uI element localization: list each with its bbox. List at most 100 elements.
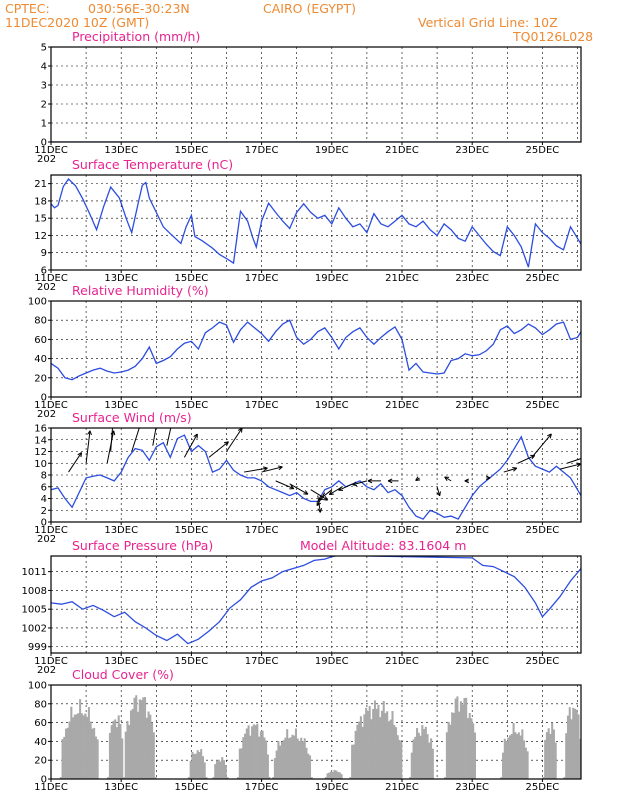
panel-title: Cloud Cover (%)	[72, 667, 174, 682]
cloud-bar	[63, 736, 66, 779]
y-tick-label: 0	[41, 138, 47, 149]
wind-arrow-head	[278, 466, 283, 471]
y-tick-label: 0	[41, 393, 47, 404]
x-tick-label: 25DEC	[526, 400, 560, 411]
cloud-bar	[372, 708, 375, 779]
wind-arrow-head	[436, 492, 441, 497]
cloud-bar	[244, 733, 247, 779]
cloud-bar	[59, 777, 62, 779]
cloud-bar	[351, 744, 354, 779]
cloud-bar	[301, 741, 305, 779]
cloud-bar	[200, 749, 203, 779]
y-tick-label: 0	[41, 518, 47, 529]
cloud-bar	[331, 771, 334, 779]
cloud-bar	[289, 737, 292, 779]
cloud-bar	[75, 714, 78, 779]
cloud-bar	[84, 713, 87, 779]
wind-arrow-head	[587, 455, 590, 458]
cloud-bar	[205, 777, 208, 779]
x-tick-label: 13DEC	[104, 525, 138, 536]
cloud-bar	[77, 713, 80, 779]
cloud-bar	[93, 727, 96, 779]
wind-arrow	[261, 466, 283, 473]
cloud-bar	[114, 719, 117, 779]
x-tick-label: 11DEC	[34, 782, 68, 793]
y-tick-label: 2	[41, 100, 47, 111]
cloud-bar	[215, 761, 219, 779]
header-grid-note: Vertical Grid Line: 10Z	[418, 15, 558, 30]
cloud-bar	[510, 733, 513, 779]
wind-arrow	[310, 489, 328, 501]
wind-arrow-head	[304, 490, 309, 495]
wind-arrow	[226, 428, 243, 452]
y-tick-label: 1002	[22, 623, 47, 634]
cloud-bar	[328, 772, 331, 779]
y-tick-label: 0	[41, 775, 47, 786]
y-tick-label: 8	[41, 471, 47, 482]
y-tick-label: 6	[41, 266, 47, 277]
panel-title: Surface Temperature (nC)	[72, 157, 233, 172]
x-tick-label: 21DEC	[385, 782, 419, 793]
cloud-bar	[275, 750, 278, 779]
wind-arrow	[566, 458, 581, 464]
cloud-bar	[338, 772, 341, 779]
cloud-bar	[542, 777, 545, 779]
wind-arrow	[318, 489, 333, 501]
cloud-bar	[72, 717, 75, 779]
cloud-bar	[445, 732, 448, 779]
wind-arrow	[110, 428, 113, 452]
cloud-bar	[387, 721, 391, 779]
series-line-wind	[51, 434, 581, 520]
x-tick-label: 15DEC	[175, 145, 209, 156]
wind-arrow-head	[512, 466, 517, 469]
cloud-bar	[330, 771, 333, 779]
x-tick-label: 11DEC	[34, 273, 68, 284]
cloud-bar	[154, 777, 157, 779]
cloud-bar	[458, 711, 461, 779]
cloud-bar	[416, 728, 419, 779]
cloud-bar	[121, 738, 124, 779]
y-tick-label: 60	[34, 718, 47, 729]
cloud-bars	[59, 695, 581, 779]
wind-arrow-head	[317, 508, 321, 513]
cloud-bar	[356, 724, 359, 779]
cloud-bar	[242, 737, 245, 779]
x-year-fragment: 202	[37, 282, 56, 293]
cloud-bar	[258, 736, 261, 779]
cloud-bar	[468, 713, 471, 779]
cloud-bar	[573, 708, 577, 779]
cloud-bar	[122, 777, 126, 779]
cloud-bar	[286, 729, 289, 779]
x-tick-label: 25DEC	[526, 273, 560, 284]
cloud-bar	[279, 745, 282, 779]
model-altitude-annotation: Model Altitude: 83.1604 m	[300, 538, 466, 553]
cloud-bar	[359, 716, 362, 779]
cloud-bar	[568, 707, 571, 779]
cloud-bar	[79, 699, 82, 779]
cloud-bar	[89, 721, 92, 779]
wind-arrow-head	[89, 430, 92, 436]
cloud-bar	[65, 728, 68, 779]
x-tick-label: 25DEC	[526, 656, 560, 667]
wind-arrow-head	[415, 476, 419, 481]
cloud-bar	[298, 740, 301, 779]
wind-arrow-head	[387, 480, 393, 484]
cloud-bar	[431, 748, 434, 779]
x-tick-label: 19DEC	[315, 145, 349, 156]
wind-arrow	[85, 430, 91, 464]
cloud-bar	[129, 710, 133, 779]
cloud-bar	[459, 701, 462, 779]
x-tick-label: 21DEC	[385, 400, 419, 411]
wind-arrow	[183, 433, 198, 458]
wind-arrow-head	[262, 466, 268, 469]
cloud-bar	[124, 731, 127, 779]
cloud-bar	[452, 712, 455, 779]
cloud-bar	[265, 740, 268, 779]
y-tick-label: 4	[41, 62, 47, 73]
panel-title: Relative Humidity (%)	[72, 283, 209, 298]
y-tick-label: 100	[28, 681, 47, 692]
cloud-bar	[379, 717, 382, 779]
wind-arrow	[352, 480, 368, 486]
wind-arrow-head	[226, 441, 229, 447]
